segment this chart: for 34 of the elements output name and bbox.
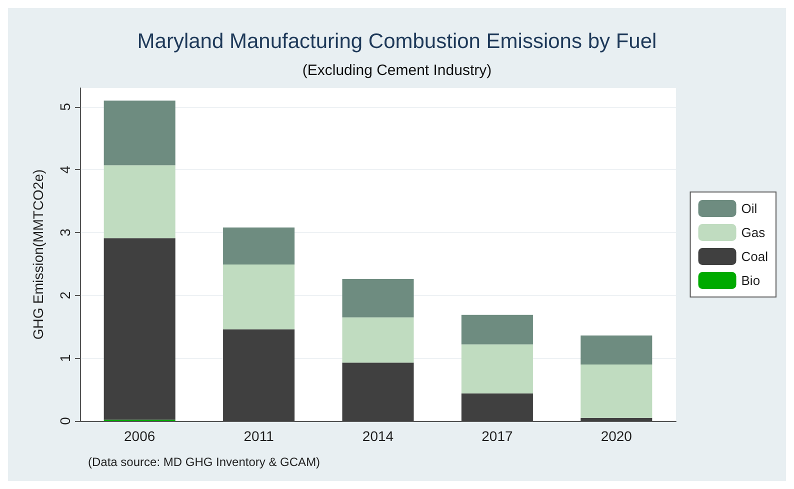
bar: [104, 238, 176, 420]
chart-subtitle: (Excluding Cement Industry): [302, 62, 492, 79]
text: (Data source: MD GHG Inventory & GCAM): [88, 455, 320, 469]
legend-label: Bio: [741, 273, 760, 288]
x-tick-label: 2014: [362, 428, 394, 444]
x-tick-label: 2011: [244, 428, 274, 444]
bar: [342, 362, 414, 421]
bar: [461, 314, 533, 344]
bar: [223, 227, 295, 265]
y-tick-label: 3: [57, 228, 73, 236]
legend-label: Coal: [741, 249, 768, 264]
y-tick-label: 5: [57, 102, 73, 111]
y-tick-label: 1: [57, 354, 73, 362]
y-axis-title: GHG Emission(MMTCO2e): [30, 169, 46, 340]
x-tick-label: 2006: [124, 428, 156, 444]
x-tick-label: 2017: [482, 428, 513, 444]
bar: [342, 317, 414, 363]
y-tick-label: 0: [57, 416, 73, 425]
legend-label: Oil: [741, 201, 758, 216]
y-tick-label: 2: [57, 291, 73, 300]
legend-label: Gas: [741, 225, 766, 240]
bar: [580, 418, 652, 421]
bar: [342, 279, 414, 318]
bar: [461, 393, 533, 421]
bar: [104, 165, 176, 238]
bar: [461, 344, 533, 394]
chart-title: Maryland Manufacturing Combustion Emissions by Fuel: [137, 30, 657, 53]
bar: [580, 364, 652, 418]
bar: [223, 329, 295, 421]
bar: [580, 336, 652, 364]
bar: [104, 100, 176, 166]
y-tick-label: 4: [57, 166, 73, 174]
x-tick-label: 2020: [600, 428, 632, 444]
bar: [223, 264, 295, 330]
